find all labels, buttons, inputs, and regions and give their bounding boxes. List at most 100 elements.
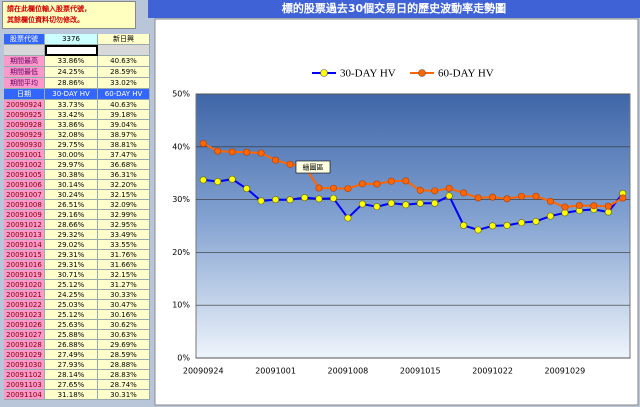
value-cell: 30.16% [98, 310, 150, 320]
x-tick-label: 20091022 [472, 367, 513, 376]
series-marker [431, 199, 439, 207]
value-cell: 30.71% [45, 270, 98, 280]
date-cell: 20091001 [4, 150, 45, 160]
value-cell: 28.59% [98, 350, 150, 360]
date-cell: 20091028 [4, 340, 45, 350]
series-marker [243, 148, 251, 156]
value-cell: 29.32% [45, 230, 98, 240]
legend-marker [320, 69, 328, 77]
series-marker [503, 221, 511, 229]
date-cell: 20090930 [4, 140, 45, 150]
date-cell: 20091102 [4, 370, 45, 380]
empty-cell [98, 45, 150, 56]
value-cell: 28.74% [98, 380, 150, 390]
value-cell: 27.93% [45, 360, 98, 370]
value-cell: 30.38% [45, 170, 98, 180]
series-marker [315, 195, 323, 203]
value-cell: 30.14% [45, 180, 98, 190]
value-cell: 30.33% [98, 290, 150, 300]
series-marker [517, 219, 525, 227]
value-cell: 39.04% [98, 120, 150, 130]
value-cell: 28.88% [98, 360, 150, 370]
value-cell: 29.31% [45, 260, 98, 270]
value-cell: 30.63% [98, 330, 150, 340]
date-cell: 20091022 [4, 300, 45, 310]
value-cell: 36.68% [98, 160, 150, 170]
series-marker [575, 202, 583, 210]
value-cell: 30.47% [98, 300, 150, 310]
series-marker [199, 176, 207, 184]
series-marker [619, 194, 627, 202]
note-line: 其餘欄位資料切勿修改。 [7, 16, 84, 24]
date-cell: 20091030 [4, 360, 45, 370]
date-cell: 20091026 [4, 320, 45, 330]
series-marker [489, 222, 497, 230]
value-cell: 28.66% [45, 220, 98, 230]
series-marker [272, 196, 280, 204]
series-marker [272, 156, 280, 164]
header-cell: 60-DAY HV [98, 89, 150, 100]
value-cell: 28.83% [98, 370, 150, 380]
date-cell: 20091013 [4, 230, 45, 240]
series-marker [604, 202, 612, 210]
date-cell: 20091005 [4, 170, 45, 180]
value-cell: 25.03% [45, 300, 98, 310]
series-marker [402, 177, 410, 185]
series-marker [546, 197, 554, 205]
value-cell: 32.95% [98, 220, 150, 230]
value-cell: 25.12% [45, 310, 98, 320]
value-cell: 32.09% [98, 200, 150, 210]
series-marker [416, 186, 424, 194]
value-cell: 24.25% [45, 67, 98, 78]
label-cell: 期間最高 [4, 56, 45, 67]
series-marker [416, 199, 424, 207]
series-marker [214, 178, 222, 186]
x-tick-label: 20091015 [400, 367, 441, 376]
value-cell: 32.20% [98, 180, 150, 190]
series-marker [460, 189, 468, 197]
value-cell: 33.55% [98, 240, 150, 250]
value-cell: 33.42% [45, 110, 98, 120]
date-cell: 20091103 [4, 380, 45, 390]
y-tick-label: 20% [172, 248, 190, 257]
value-cell: 30.31% [98, 390, 150, 400]
value-cell: 40.63% [98, 56, 150, 67]
value-cell: 26.51% [45, 200, 98, 210]
date-cell: 20091023 [4, 310, 45, 320]
note: 請在此欄位輸入股票代號， 其餘欄位資料切勿修改。 [2, 1, 136, 29]
tooltip: 繪圖區 [303, 163, 324, 172]
value-cell: 31.76% [98, 250, 150, 260]
value-cell: 25.63% [45, 320, 98, 330]
series-marker [561, 209, 569, 217]
date-cell: 20091019 [4, 270, 45, 280]
y-tick-label: 40% [172, 142, 190, 151]
value-cell: 33.86% [45, 56, 98, 67]
series-marker [358, 180, 366, 188]
value-cell: 32.15% [98, 190, 150, 200]
header-cell: 30-DAY HV [45, 89, 98, 100]
date-cell: 20090925 [4, 110, 45, 120]
label-cell: 期間平均 [4, 78, 45, 89]
series-marker [431, 187, 439, 195]
label-cell: 期間最低 [4, 67, 45, 78]
value-cell: 29.75% [45, 140, 98, 150]
value-cell: 29.16% [45, 210, 98, 220]
series-marker [300, 194, 308, 202]
value-cell: 38.81% [98, 140, 150, 150]
date-cell: 20091027 [4, 330, 45, 340]
y-tick-label: 10% [172, 301, 190, 310]
value-cell: 32.08% [45, 130, 98, 140]
value-cell: 25.88% [45, 330, 98, 340]
empty-cell [4, 45, 45, 56]
date-cell: 20091006 [4, 180, 45, 190]
series-marker [387, 199, 395, 207]
plot-area [195, 93, 631, 359]
value-cell: 29.69% [98, 340, 150, 350]
value-cell: 32.15% [98, 270, 150, 280]
series-marker [214, 147, 222, 155]
series-marker [329, 184, 337, 192]
series-marker [228, 175, 236, 183]
value-cell: 26.88% [45, 340, 98, 350]
series-marker [445, 184, 453, 192]
selected-cell [45, 45, 98, 56]
